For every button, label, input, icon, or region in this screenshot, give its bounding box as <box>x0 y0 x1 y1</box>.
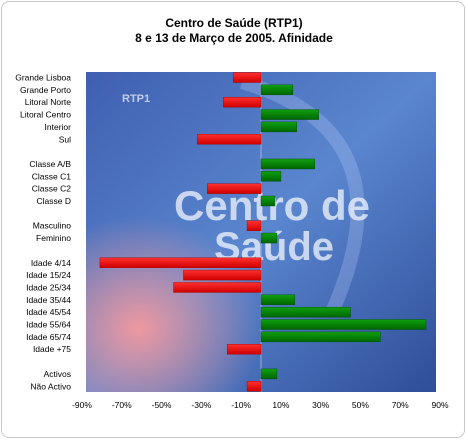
bar-12 <box>246 220 262 231</box>
category-label-24: Activos <box>44 369 71 379</box>
bar-16 <box>183 269 262 281</box>
bar-3 <box>260 109 319 120</box>
bar-10 <box>260 195 276 207</box>
category-label-18: Idade 35/44 <box>26 295 71 305</box>
bar-24 <box>260 368 278 380</box>
bar-8 <box>260 171 282 182</box>
bar-9 <box>207 183 262 194</box>
x-tick-9: 90% <box>431 400 448 410</box>
bar-7 <box>260 158 315 170</box>
category-label-15: Idade 4/14 <box>31 258 71 268</box>
category-label-7: Classe A/B <box>29 159 71 169</box>
bar-4 <box>260 121 297 133</box>
bar-25 <box>246 381 262 392</box>
category-label-2: Litoral Norte <box>25 97 72 107</box>
x-tick-4: -10% <box>231 400 251 410</box>
x-tick-6: 30% <box>312 400 329 410</box>
bar-21 <box>260 331 381 343</box>
x-tick-5: 10% <box>272 400 289 410</box>
bar-18 <box>260 294 296 305</box>
category-label-0: Grande Lisboa <box>15 73 71 83</box>
bars-group <box>99 72 427 392</box>
category-label-20: Idade 55/64 <box>26 320 71 330</box>
category-label-19: Idade 45/54 <box>26 307 71 317</box>
category-label-21: Idade 65/74 <box>26 332 71 342</box>
chart-subtitle: 8 e 13 de Março de 2005. Afinidade <box>135 31 333 45</box>
category-label-3: Litoral Centro <box>20 110 71 120</box>
category-label-13: Feminino <box>36 233 71 243</box>
category-label-4: Interior <box>45 122 72 132</box>
bar-15 <box>99 257 262 268</box>
bar-13 <box>260 232 278 244</box>
x-tick-3: -30% <box>191 400 211 410</box>
category-label-25: Não Activo <box>30 381 71 391</box>
bar-0 <box>232 72 262 83</box>
bar-22 <box>226 344 262 355</box>
category-label-5: Sul <box>59 134 71 144</box>
bar-1 <box>260 84 294 96</box>
bar-19 <box>260 306 351 318</box>
bar-5 <box>197 134 262 145</box>
bar-20 <box>260 319 427 330</box>
decorative-swoosh <box>240 75 365 315</box>
x-tick-0: -90% <box>72 400 92 410</box>
bar-2 <box>223 96 262 108</box>
x-tick-7: 50% <box>352 400 369 410</box>
category-label-10: Classe D <box>37 196 71 206</box>
category-label-1: Grande Porto <box>20 85 71 95</box>
chart-title: Centro de Saúde (RTP1) <box>165 16 303 30</box>
x-tick-1: -70% <box>112 400 132 410</box>
x-tick-2: -50% <box>152 400 172 410</box>
category-label-22: Idade +75 <box>33 344 71 354</box>
bar-17 <box>173 282 262 293</box>
category-label-16: Idade 15/24 <box>26 270 71 280</box>
rtp1-logo: RTP1 <box>122 93 150 105</box>
x-tick-8: 70% <box>392 400 409 410</box>
category-label-17: Idade 25/34 <box>26 282 71 292</box>
category-label-8: Classe C1 <box>32 171 71 181</box>
category-label-9: Classe C2 <box>32 184 71 194</box>
category-label-12: Masculino <box>33 221 72 231</box>
category-labels: Grande Lisboa Grande Porto Litoral Norte Li… <box>15 73 71 392</box>
x-axis-ticks: -90% -70% -50% -30% -10% 10% 30% 50% 70% 90% <box>72 400 449 410</box>
